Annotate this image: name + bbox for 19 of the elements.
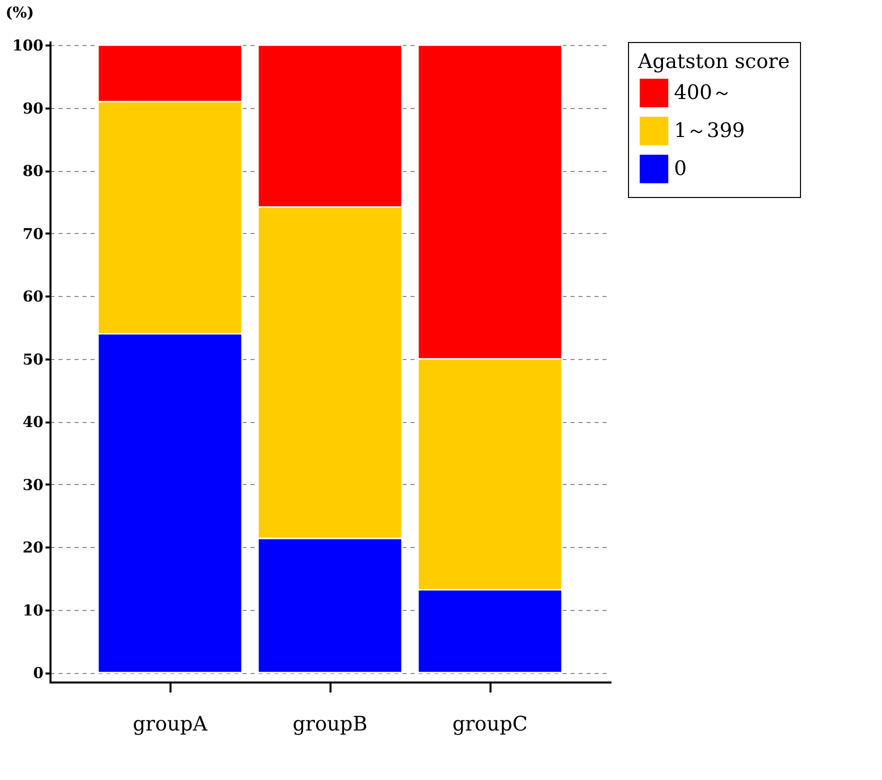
y-tick-label: 20 (22, 538, 44, 557)
y-tick-label: 50 (22, 350, 44, 368)
y-tick-label: 0 (33, 664, 44, 682)
y-tick-label: 80 (22, 162, 44, 180)
legend-label: 400～ (674, 80, 732, 104)
y-tick-label: 100 (12, 36, 44, 55)
x-tick-label: groupB (292, 712, 368, 736)
y-axis-title: (%) (6, 4, 34, 22)
legend-label: 0 (674, 156, 687, 180)
y-tick-label: 30 (22, 476, 44, 494)
y-tick-label: 90 (22, 99, 44, 118)
y-tick-label: 10 (22, 601, 44, 620)
y-tick-label: 70 (22, 224, 44, 243)
legend-label: 1～399 (674, 118, 745, 142)
y-tick-label: 60 (22, 288, 44, 306)
x-tick-label: groupC (452, 712, 528, 736)
x-tick-label: groupA (132, 712, 208, 736)
y-tick-label: 40 (22, 413, 44, 432)
legend-title: Agatston score (637, 49, 790, 73)
